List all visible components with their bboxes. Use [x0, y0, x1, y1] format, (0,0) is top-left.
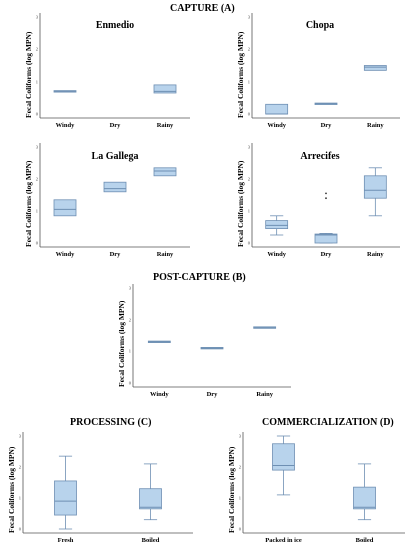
- section-title-post-capture: POST-CAPTURE (B): [153, 272, 246, 283]
- box-rainy: [153, 84, 177, 94]
- y-tick-label: 1: [35, 208, 38, 214]
- y-tick-label: 1: [18, 495, 21, 501]
- y-tick-label: 2: [247, 46, 250, 52]
- y-tick-label: 0: [18, 526, 21, 532]
- y-tick-label: 2: [35, 46, 38, 52]
- x-category-label-dry: Dry: [109, 122, 121, 129]
- y-tick-label: 3: [18, 433, 21, 439]
- box-fresh: [54, 480, 77, 516]
- y-tick-label: 0: [238, 526, 241, 532]
- x-category-label-dry: Dry: [206, 391, 218, 398]
- x-category-label-windy: Windy: [149, 391, 169, 398]
- x-category-label-rainy: Rainy: [156, 122, 174, 129]
- outlier-point-dry-1: [325, 192, 327, 195]
- chart-title-enmedio: Enmedio: [95, 20, 135, 31]
- y-axis-label: Fecal Coliforms (log MPN): [236, 160, 245, 247]
- y-tick-label: 1: [128, 348, 131, 354]
- y-tick-label: 3: [35, 14, 38, 20]
- y-tick-label: 3: [247, 14, 250, 20]
- outlier-point-dry-0: [325, 197, 327, 200]
- box-windy: [53, 90, 77, 93]
- x-category-label-rainy: Rainy: [156, 251, 174, 258]
- x-category-label-boiled: Boiled: [355, 537, 374, 544]
- x-category-label-windy: Windy: [267, 122, 286, 129]
- y-tick-label: 2: [247, 176, 250, 182]
- x-category-label-windy: Windy: [55, 122, 75, 129]
- x-category-label-windy: Windy: [55, 251, 75, 258]
- x-category-label-rainy: Rainy: [367, 122, 384, 129]
- y-tick-label: 2: [238, 464, 241, 470]
- y-axis-label: Fecal Coliforms (log MPN): [227, 446, 236, 533]
- box-boiled: [139, 488, 162, 510]
- box-dry: [314, 102, 338, 105]
- y-tick-label: 0: [247, 111, 250, 117]
- x-category-label-dry: Dry: [320, 122, 332, 129]
- box-rainy: [363, 175, 387, 199]
- box-rainy: [363, 65, 387, 71]
- x-category-label-dry: Dry: [320, 251, 332, 258]
- y-tick-label: 1: [238, 495, 241, 501]
- x-category-label-dry: Dry: [109, 251, 121, 258]
- box-dry: [200, 347, 224, 350]
- x-category-label-windy: Windy: [267, 251, 286, 258]
- chart-title-la-gallega: La Gallega: [91, 151, 139, 162]
- x-category-label-fresh: Fresh: [57, 537, 74, 544]
- y-tick-label: 3: [238, 433, 241, 439]
- y-tick-label: 1: [35, 79, 38, 85]
- box-rainy: [153, 167, 177, 177]
- box-windy: [147, 340, 171, 343]
- box-boiled: [353, 486, 376, 510]
- section-title-commercialization: COMMERCIALIZATION (D): [262, 417, 394, 428]
- y-axis-label: Fecal Coliforms (log MPN): [7, 446, 16, 533]
- y-tick-label: 0: [35, 111, 38, 117]
- y-tick-label: 2: [35, 176, 38, 182]
- section-title-processing: PROCESSING (C): [70, 417, 152, 428]
- x-category-label-rainy: Rainy: [256, 391, 273, 398]
- y-tick-label: 0: [35, 240, 38, 246]
- section-title-capture: CAPTURE (A): [170, 3, 235, 14]
- y-tick-label: 0: [128, 380, 131, 386]
- y-tick-label: 0: [247, 240, 250, 246]
- box-windy: [265, 220, 289, 230]
- y-tick-label: 3: [247, 144, 250, 150]
- y-axis-label: Fecal Coliforms (log MPN): [117, 300, 126, 387]
- box-rainy: [253, 326, 277, 329]
- box-windy: [265, 103, 289, 115]
- y-axis-label: Fecal Coliforms (log MPN): [24, 31, 33, 118]
- box-packed-in-ice: [272, 443, 295, 471]
- box-dry: [314, 233, 338, 244]
- y-tick-label: 1: [247, 79, 250, 85]
- y-axis-label: Fecal Coliforms (log MPN): [24, 160, 33, 247]
- chart-title-chopa: Chopa: [305, 20, 335, 31]
- y-tick-label: 1: [247, 208, 250, 214]
- chart-title-arrecifes: Arrecifes: [300, 151, 340, 162]
- y-tick-label: 3: [35, 144, 38, 150]
- box-dry: [103, 181, 127, 193]
- x-category-label-boiled: Boiled: [141, 537, 160, 544]
- y-tick-label: 2: [128, 317, 131, 323]
- box-windy: [53, 199, 77, 217]
- y-axis-label: Fecal Coliforms (log MPN): [236, 31, 245, 118]
- y-tick-label: 2: [18, 464, 21, 470]
- y-tick-label: 3: [128, 285, 131, 291]
- x-category-label-packed-in-ice: Packed in ice: [265, 537, 302, 544]
- x-category-label-rainy: Rainy: [367, 251, 384, 258]
